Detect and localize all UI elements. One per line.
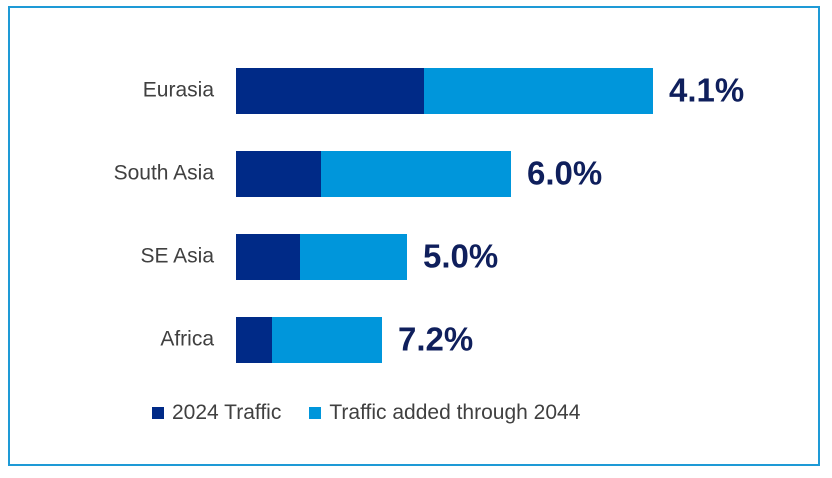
data-label-south-asia: 6.0%: [527, 155, 602, 192]
legend-item-2024-traffic: 2024 Traffic: [152, 401, 281, 425]
bar-south-asia-2024-traffic: [236, 151, 321, 197]
bar-se-asia-traffic-added-through-2044: [300, 234, 407, 280]
bar-africa-traffic-added-through-2044: [272, 317, 382, 363]
category-label-se-asia: SE Asia: [140, 245, 214, 268]
data-label-se-asia: 5.0%: [423, 238, 498, 275]
legend-swatch-2024-traffic: [152, 407, 164, 419]
bar-eurasia-2024-traffic: [236, 68, 424, 114]
legend-swatch-traffic-added: [309, 407, 322, 419]
bar-africa-2024-traffic: [236, 317, 272, 363]
category-label-eurasia: Eurasia: [143, 79, 215, 102]
data-label-africa: 7.2%: [398, 321, 473, 358]
bar-se-asia-2024-traffic: [236, 234, 300, 280]
category-label-africa: Africa: [160, 328, 214, 351]
data-label-eurasia: 4.1%: [669, 72, 744, 109]
bar-south-asia-traffic-added-through-2044: [321, 151, 511, 197]
legend-item-traffic-added: Traffic added through 2044: [309, 401, 580, 425]
bar-eurasia-traffic-added-through-2044: [424, 68, 653, 114]
legend-label-2024-traffic: 2024 Traffic: [172, 401, 282, 424]
legend-label-traffic-added: Traffic added through 2044: [329, 401, 581, 424]
category-label-south-asia: South Asia: [114, 162, 215, 185]
legend: 2024 Traffic Traffic added through 2044: [152, 398, 580, 428]
